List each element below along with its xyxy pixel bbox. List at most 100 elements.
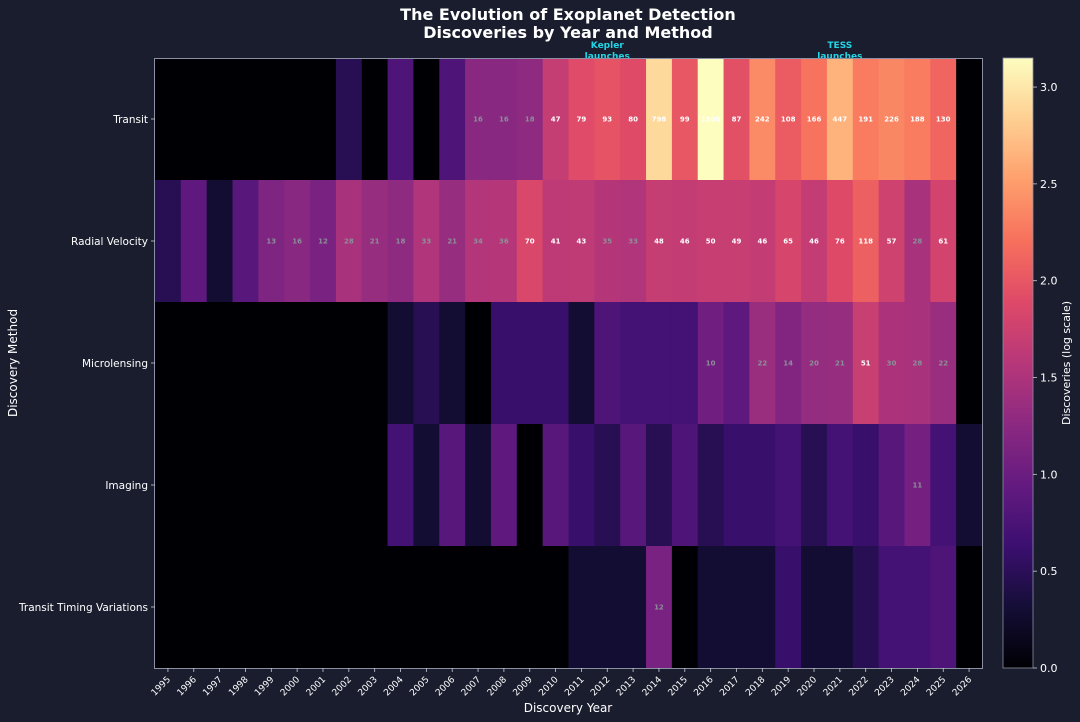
- colorbar-tick-label: 1.5: [1040, 372, 1058, 385]
- heatmap-cell: [878, 546, 905, 669]
- cell-value-label: 80: [628, 116, 638, 124]
- heatmap-cell: [258, 546, 285, 669]
- cell-value-label: 35: [602, 238, 612, 246]
- heatmap-cell: [826, 58, 854, 181]
- colorbar-tick-label: 2.0: [1040, 275, 1058, 288]
- colorbar: [1002, 57, 1034, 669]
- chart-title-line1: The Evolution of Exoplanet Detection: [400, 5, 736, 24]
- heatmap-cell: [310, 546, 337, 669]
- heatmap-cell: [775, 424, 802, 547]
- heatmap-cell: [878, 424, 905, 547]
- heatmap-cell: [439, 424, 466, 547]
- x-tick-label: 2014: [641, 675, 664, 698]
- heatmap-cell: [465, 424, 492, 547]
- x-tick-label: 2017: [718, 675, 741, 698]
- heatmap-cell: [904, 546, 931, 669]
- cell-value-label: 22: [938, 360, 948, 368]
- heatmap-cell: [671, 58, 699, 181]
- heatmap-cell: [568, 424, 595, 547]
- heatmap-cell: [465, 58, 492, 181]
- heatmap-cell: [258, 424, 285, 547]
- y-tick-label: Radial Velocity: [71, 236, 148, 248]
- heatmap-cell: [956, 546, 983, 669]
- heatmap-cell: [930, 58, 957, 181]
- x-tick-label: 2019: [770, 675, 793, 698]
- cell-value-label: 30: [887, 360, 897, 368]
- heatmap-cell: [930, 546, 957, 669]
- heatmap-cell: [258, 302, 285, 425]
- x-tick-label: 2024: [899, 675, 922, 698]
- heatmap-cell: [878, 302, 905, 425]
- y-tick-label: Microlensing: [82, 358, 148, 370]
- heatmap-cell: [284, 58, 311, 181]
- heatmap-cell: [206, 302, 233, 425]
- heatmap-cell: [801, 58, 828, 181]
- heatmap-cell: [490, 58, 518, 181]
- cell-value-label: 93: [602, 116, 612, 124]
- heatmap-cell: [775, 180, 802, 303]
- heatmap-cell: [516, 180, 544, 303]
- cell-value-label: 79: [577, 116, 587, 124]
- x-tick-label: 2009: [512, 675, 535, 698]
- heatmap-cell: [904, 180, 931, 303]
- cell-value-label: 10: [706, 360, 716, 368]
- heatmap-cell: [749, 302, 776, 425]
- cell-value-label: 21: [370, 238, 380, 246]
- cell-value-label: 28: [913, 360, 923, 368]
- cell-value-label: 166: [807, 116, 822, 124]
- cell-value-label: 18: [396, 238, 406, 246]
- heatmap-cell: [723, 302, 750, 425]
- cell-value-label: 12: [318, 238, 328, 246]
- cell-value-label: 191: [858, 116, 873, 124]
- heatmap-cell: [775, 302, 802, 425]
- annotation-text: launches: [585, 52, 630, 62]
- heatmap-cell: [284, 302, 311, 425]
- heatmap-cell: [284, 546, 311, 669]
- heatmap-cell: [620, 180, 647, 303]
- heatmap-cell: [361, 180, 388, 303]
- cell-value-label: 46: [809, 238, 819, 246]
- y-axis-label: Discovery Method: [6, 309, 20, 417]
- heatmap-cell: [310, 180, 337, 303]
- heatmap-cell: [465, 180, 492, 303]
- heatmap-cell: [646, 302, 673, 425]
- heatmap-cell: [155, 302, 182, 425]
- x-tick-label: 2015: [667, 675, 690, 698]
- heatmap-cell: [387, 302, 414, 425]
- heatmap-cell: [490, 180, 518, 303]
- x-axis-label: Discovery Year: [524, 701, 613, 715]
- cell-value-label: 13: [266, 238, 276, 246]
- y-tick-label: Transit: [112, 114, 148, 126]
- cell-value-label: 798: [652, 116, 667, 124]
- cell-value-label: 46: [757, 238, 767, 246]
- cell-value-label: 447: [833, 116, 848, 124]
- heatmap-cell: [749, 58, 776, 181]
- heatmap-cell: [697, 546, 724, 669]
- y-axis-ticks: Transit Radial Velocity Microlensing Imagin…: [18, 114, 155, 614]
- heatmap-cell: [671, 424, 699, 547]
- cell-value-label: 50: [706, 238, 716, 246]
- x-tick-label: 2006: [434, 675, 457, 698]
- cell-value-label: 242: [755, 116, 770, 124]
- x-tick-label: 2011: [563, 675, 586, 698]
- x-tick-label: 2025: [925, 675, 948, 698]
- heatmap-cell: [284, 180, 311, 303]
- heatmap-cell: [568, 58, 595, 181]
- heatmap-cell: [542, 424, 569, 547]
- cell-value-label: 16: [292, 238, 302, 246]
- heatmap-cell: [413, 302, 440, 425]
- heatmap-cell: [646, 424, 673, 547]
- heatmap-cell: [749, 546, 776, 669]
- x-axis-ticks: 1995 1996 1997 1998 1999 2000 2001 2002 2003 2004…: [150, 668, 974, 698]
- heatmap-cell: [697, 180, 724, 303]
- heatmap-cell: [620, 302, 647, 425]
- heatmap-cell: [646, 546, 673, 669]
- heatmap-cell: [516, 302, 544, 425]
- cell-value-label: 43: [577, 238, 587, 246]
- x-tick-label: 1996: [176, 675, 199, 698]
- cell-value-label: 87: [732, 116, 742, 124]
- heatmap-cell: [697, 302, 724, 425]
- heatmap-cell: [568, 546, 595, 669]
